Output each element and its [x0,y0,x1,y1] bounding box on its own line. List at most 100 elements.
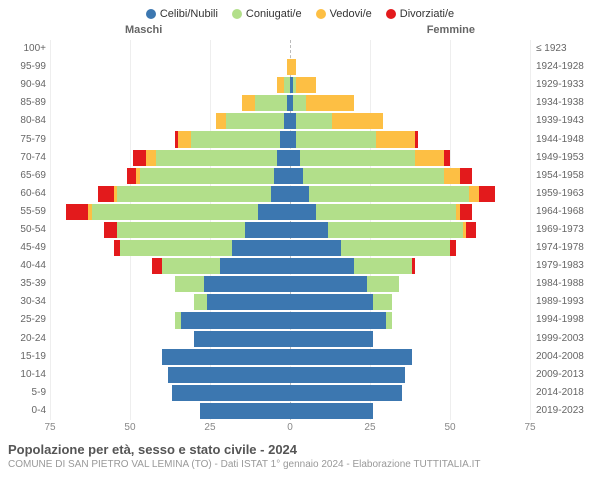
population-pyramid-chart: Celibi/NubiliConiugati/eVedovi/eDivorzia… [0,0,600,500]
bar-segment [460,168,473,184]
bar-female [290,186,530,202]
bar-row [50,203,530,221]
header-female: Femmine [427,24,475,36]
legend-label: Divorziati/e [400,8,454,20]
bar-segment [341,240,450,256]
bar-male [50,150,290,166]
bar-segment [290,59,296,75]
bar-segment [373,294,392,310]
x-tick: 25 [204,422,215,433]
bar-male [50,113,290,129]
birth-year-label: 2004-2008 [536,351,584,362]
legend-item: Coniugati/e [232,8,302,20]
x-tick: 25 [364,422,375,433]
bar-male [50,294,290,310]
bar-male [50,367,290,383]
bar-row [50,130,530,148]
legend: Celibi/NubiliConiugati/eVedovi/eDivorzia… [0,0,600,24]
bar-female [290,258,530,274]
age-group-label: 20-24 [20,333,46,344]
bar-row [50,149,530,167]
legend-item: Celibi/Nubili [146,8,218,20]
bar-female [290,403,530,419]
bar-segment [290,331,373,347]
bar-row [50,366,530,384]
bar-segment [207,294,290,310]
bar-segment [354,258,412,274]
gridline [530,40,531,420]
birth-year-label: 1964-1968 [536,206,584,217]
bar-segment [450,240,456,256]
bar-segment [172,385,290,401]
age-group-label: 50-54 [20,224,46,235]
age-group-label: 60-64 [20,188,46,199]
bar-segment [290,312,386,328]
bar-segment [181,312,290,328]
bar-segment [117,186,271,202]
birth-year-label: 1984-1988 [536,278,584,289]
birth-year-label: 2014-2018 [536,387,584,398]
bar-segment [104,222,117,238]
age-group-label: 15-19 [20,351,46,362]
bar-segment [290,204,316,220]
birth-year-label: 1974-1978 [536,242,584,253]
bar-segment [274,168,290,184]
age-group-label: 25-29 [20,314,46,325]
bar-segment [290,385,402,401]
bar-row [50,311,530,329]
bar-segment [415,131,418,147]
bar-segment [204,276,290,292]
bar-segment [178,131,191,147]
bar-row [50,221,530,239]
bar-segment [290,294,373,310]
chart-subtitle: COMUNE DI SAN PIETRO VAL LEMINA (TO) - D… [8,457,592,470]
bar-row [50,40,530,58]
bars-container [50,40,530,438]
bar-row [50,112,530,130]
bar-segment [120,240,232,256]
age-group-label: 80-84 [20,115,46,126]
bar-segment [309,186,469,202]
bar-female [290,95,530,111]
birth-year-label: 1994-1998 [536,314,584,325]
bar-segment [367,276,399,292]
legend-label: Coniugati/e [246,8,302,20]
plot-area: Fasce di età Anni di nascita 100+95-9990… [0,40,600,438]
bar-segment [444,150,450,166]
age-group-label: 95-99 [20,61,46,72]
bar-male [50,331,290,347]
age-group-label: 90-94 [20,79,46,90]
birth-year-label: 1969-1973 [536,224,584,235]
bar-segment [245,222,290,238]
bar-male [50,385,290,401]
bar-row [50,185,530,203]
bar-segment [296,77,315,93]
bar-male [50,186,290,202]
bar-segment [290,276,367,292]
bar-row [50,275,530,293]
age-group-label: 35-39 [20,278,46,289]
bar-male [50,168,290,184]
x-tick: 75 [44,422,55,433]
bar-segment [66,204,88,220]
birth-year-label: ≤ 1923 [536,43,567,54]
bar-segment [194,294,207,310]
bar-segment [328,222,462,238]
bar-segment [117,222,245,238]
bar-segment [162,258,220,274]
bar-female [290,367,530,383]
bar-male [50,349,290,365]
bar-female [290,294,530,310]
bar-segment [386,312,392,328]
bar-segment [146,150,156,166]
bar-male [50,131,290,147]
bar-segment [306,95,354,111]
bar-male [50,77,290,93]
age-group-label: 30-34 [20,296,46,307]
legend-swatch [386,9,396,19]
bar-segment [466,222,476,238]
bar-segment [296,131,376,147]
bar-female [290,131,530,147]
footer: Popolazione per età, sesso e stato civil… [0,438,600,470]
bar-male [50,312,290,328]
